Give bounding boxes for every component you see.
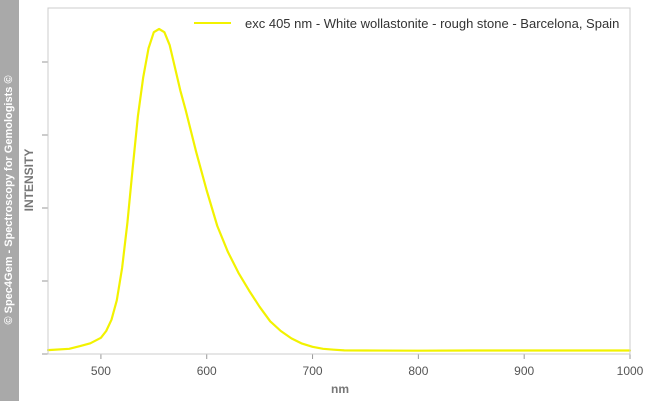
x-tick-label-800: 800 <box>408 364 428 378</box>
x-tick-label-900: 900 <box>514 364 534 378</box>
x-axis-ticks: 500 600 700 800 900 1000 <box>91 354 644 378</box>
x-tick-label-1000: 1000 <box>617 364 644 378</box>
legend: exc 405 nm - White wollastonite - rough … <box>194 16 619 31</box>
x-tick-label-700: 700 <box>303 364 323 378</box>
y-axis-ticks <box>42 61 48 355</box>
x-axis-title: nm <box>331 382 349 396</box>
legend-label: exc 405 nm - White wollastonite - rough … <box>245 16 619 31</box>
series-line-0 <box>46 27 632 352</box>
x-tick-label-500: 500 <box>91 364 111 378</box>
watermark-banner: © Spec4Gem - Spectroscopy for Gemologist… <box>0 0 19 401</box>
series-layer <box>46 27 632 352</box>
y-axis-title: INTENSITY <box>22 149 36 212</box>
plot-frame <box>47 7 631 355</box>
x-tick-label-600: 600 <box>197 364 217 378</box>
